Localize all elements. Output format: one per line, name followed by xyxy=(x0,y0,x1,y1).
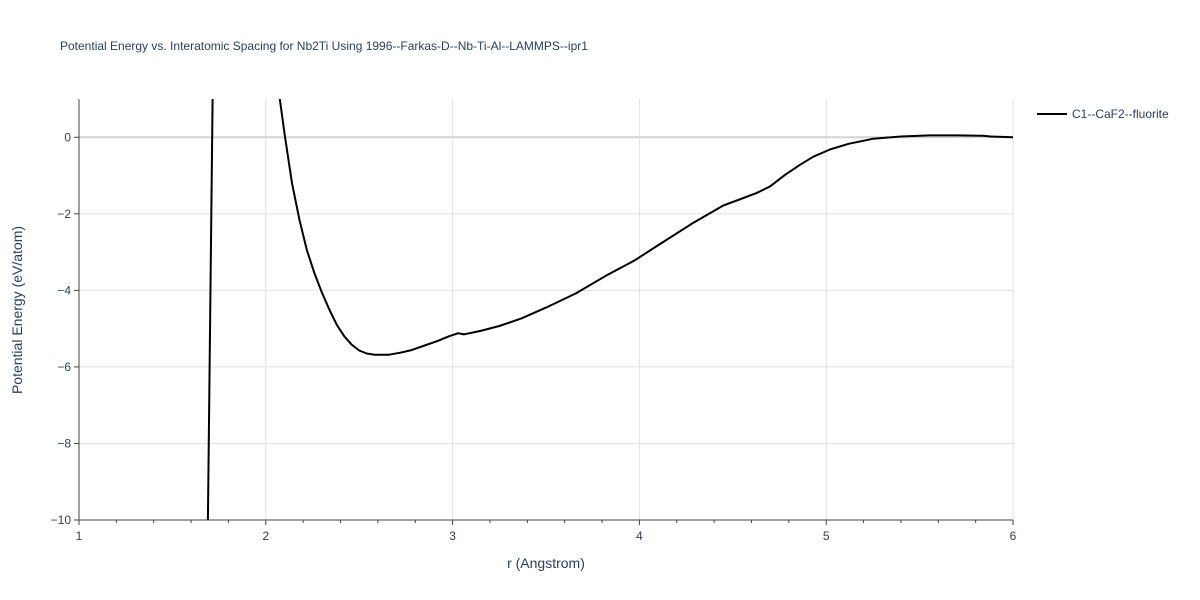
x-tick-label: 5 xyxy=(823,529,830,543)
y-tick-label: −4 xyxy=(57,283,71,297)
data-series xyxy=(206,99,1013,520)
x-tick-label: 1 xyxy=(76,529,83,543)
x-tick-label: 6 xyxy=(1010,529,1017,543)
y-axis-title: Potential Energy (eV/atom) xyxy=(9,226,25,394)
x-axis-title: r (Angstrom) xyxy=(507,555,585,571)
y-tick-label: −6 xyxy=(57,360,71,374)
y-axis-tick-labels: 0 −2 −4 −6 −8 −10 xyxy=(51,130,72,527)
x-tick-label: 3 xyxy=(449,529,456,543)
y-tick-label: −2 xyxy=(57,207,71,221)
series-line xyxy=(206,99,214,520)
x-tick-label: 2 xyxy=(262,529,269,543)
axes xyxy=(74,99,1014,525)
chart-title: Potential Energy vs. Interatomic Spacing… xyxy=(60,39,588,53)
x-tick-label: 4 xyxy=(636,529,643,543)
legend-label[interactable]: C1--CaF2--fluorite xyxy=(1072,107,1169,121)
x-axis-tick-labels: 1 2 3 4 5 6 xyxy=(76,529,1017,543)
y-tick-label: −8 xyxy=(57,436,71,450)
y-tick-label: −10 xyxy=(51,513,72,527)
legend[interactable]: C1--CaF2--fluorite xyxy=(1037,107,1169,121)
y-tick-label: 0 xyxy=(64,130,71,144)
grid-lines xyxy=(79,99,1014,520)
series-line xyxy=(278,99,1013,356)
